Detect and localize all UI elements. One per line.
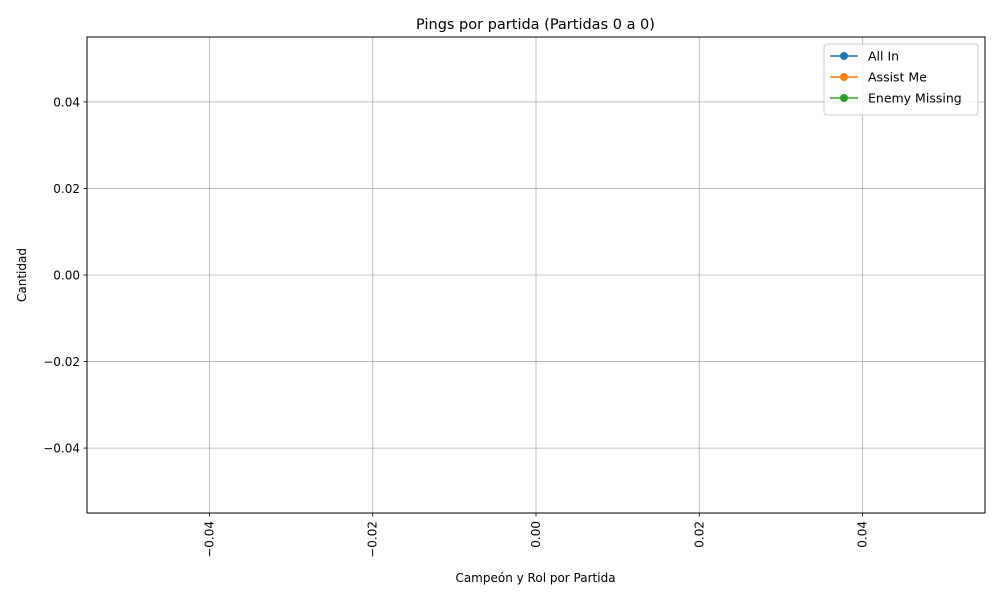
x-tick-label: −0.04 <box>202 521 216 558</box>
x-tick-label: 0.04 <box>856 521 870 548</box>
legend-item: Assist Me <box>830 70 927 85</box>
legend-item: Enemy Missing <box>830 91 962 106</box>
x-tick-label: −0.02 <box>366 521 380 558</box>
y-tick-label: −0.04 <box>43 442 80 456</box>
legend-marker <box>840 94 848 102</box>
y-tick-label: 0.04 <box>53 95 80 109</box>
legend-marker <box>840 73 848 81</box>
y-tick-label: 0.02 <box>53 182 80 196</box>
legend: All In Assist Me Enemy Missing <box>823 43 979 116</box>
legend-box <box>823 43 979 116</box>
x-axis-ticks: −0.04 −0.02 0.00 0.02 0.04 <box>202 513 870 558</box>
y-tick-label: 0.00 <box>53 269 80 283</box>
y-tick-label: −0.02 <box>43 355 80 369</box>
legend-item: All In <box>830 49 899 64</box>
x-axis-label: Campeón y Rol por Partida <box>455 571 615 585</box>
legend-label: Enemy Missing <box>868 91 962 106</box>
legend-label: All In <box>868 49 899 64</box>
x-tick-label: 0.00 <box>529 521 543 548</box>
y-axis-label: Cantidad <box>15 248 29 302</box>
legend-label: Assist Me <box>868 70 927 85</box>
x-tick-label: 0.02 <box>692 521 706 548</box>
y-axis-ticks: −0.04 −0.02 0.00 0.02 0.04 <box>43 95 87 456</box>
legend-marker <box>840 52 848 60</box>
chart-title: Pings por partida (Partidas 0 a 0) <box>416 17 655 33</box>
